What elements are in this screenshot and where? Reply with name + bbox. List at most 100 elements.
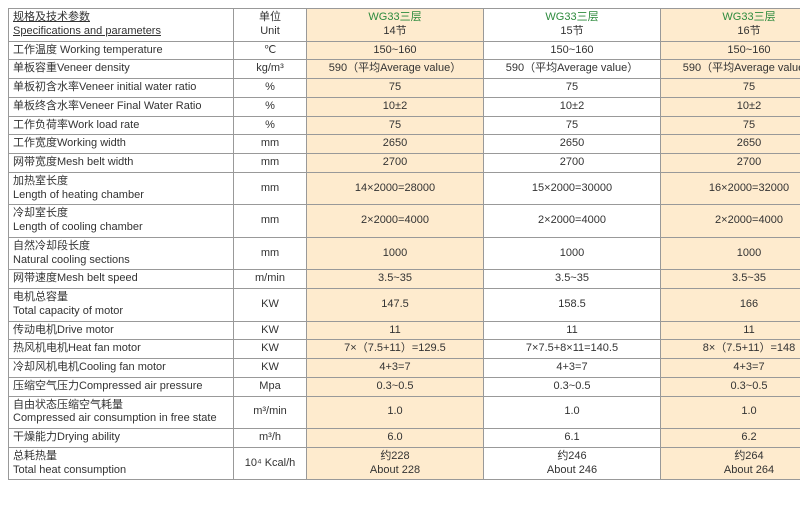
unit-cell: mm	[234, 237, 307, 270]
table-row: 工作宽度Working widthmm265026502650	[9, 135, 800, 154]
value-cell: 2700	[307, 154, 484, 173]
value-cell: 4+3=7	[484, 359, 661, 378]
spec-cell: 自由状态压缩空气耗量Compressed air consumption in …	[9, 396, 234, 429]
value-cell: 8×（7.5+11）=148	[661, 340, 800, 359]
header-unit: 单位Unit	[234, 9, 307, 42]
value-cell: 10±2	[307, 97, 484, 116]
value-cell: 150~160	[307, 41, 484, 60]
value-cell: 2650	[484, 135, 661, 154]
unit-cell: m³/h	[234, 429, 307, 448]
value-cell: 6.0	[307, 429, 484, 448]
table-row: 热风机电机Heat fan motorKW7×（7.5+11）=129.57×7…	[9, 340, 800, 359]
value-cell: 75	[307, 79, 484, 98]
table-row: 单板初含水率Veneer initial water ratio%757575	[9, 79, 800, 98]
value-cell: 15×2000=30000	[484, 172, 661, 205]
value-cell: 7×（7.5+11）=129.5	[307, 340, 484, 359]
value-cell: 2×2000=4000	[661, 205, 800, 238]
spec-cell: 网带宽度Mesh belt width	[9, 154, 234, 173]
unit-cell: mm	[234, 205, 307, 238]
value-cell: 约228About 228	[307, 447, 484, 480]
table-row: 单板容重Veneer densitykg/m³590（平均Average val…	[9, 60, 800, 79]
spec-cell: 加热室长度Length of heating chamber	[9, 172, 234, 205]
unit-cell: kg/m³	[234, 60, 307, 79]
table-body: 工作温度 Working temperature℃150~160150~1601…	[9, 41, 800, 480]
value-cell: 1.0	[484, 396, 661, 429]
table-row: 自然冷却段长度Natural cooling sectionsmm1000100…	[9, 237, 800, 270]
value-cell: 590（平均Average value）	[661, 60, 800, 79]
spec-cell: 压缩空气压力Compressed air pressure	[9, 377, 234, 396]
spec-cell: 单板初含水率Veneer initial water ratio	[9, 79, 234, 98]
value-cell: 75	[661, 116, 800, 135]
col-sub-1: 15节	[488, 25, 656, 39]
table-row: 压缩空气压力Compressed air pressureMpa0.3~0.50…	[9, 377, 800, 396]
table-row: 工作负荷率Work load rate%757575	[9, 116, 800, 135]
value-cell: 11	[484, 321, 661, 340]
value-cell: 158.5	[484, 289, 661, 322]
unit-cell: KW	[234, 321, 307, 340]
spec-cell: 单板容重Veneer density	[9, 60, 234, 79]
spec-cell: 自然冷却段长度Natural cooling sections	[9, 237, 234, 270]
value-cell: 10±2	[661, 97, 800, 116]
value-cell: 2700	[484, 154, 661, 173]
header-row: 规格及技术参数Specifications and parameters 单位U…	[9, 9, 800, 42]
spec-cell: 单板终含水率Veneer Final Water Ratio	[9, 97, 234, 116]
unit-cell: 10⁴ Kcal/h	[234, 447, 307, 480]
value-cell: 150~160	[661, 41, 800, 60]
unit-cell: Mpa	[234, 377, 307, 396]
spec-cell: 总耗热量Total heat consumption	[9, 447, 234, 480]
value-cell: 11	[661, 321, 800, 340]
spec-cell: 传动电机Drive motor	[9, 321, 234, 340]
table-row: 电机总容量Total capacity of motorKW147.5158.5…	[9, 289, 800, 322]
unit-cell: m³/min	[234, 396, 307, 429]
unit-cell: %	[234, 97, 307, 116]
value-cell: 1.0	[661, 396, 800, 429]
unit-cell: mm	[234, 154, 307, 173]
table-row: 工作温度 Working temperature℃150~160150~1601…	[9, 41, 800, 60]
value-cell: 75	[661, 79, 800, 98]
table-row: 单板终含水率Veneer Final Water Ratio%10±210±21…	[9, 97, 800, 116]
value-cell: 14×2000=28000	[307, 172, 484, 205]
value-cell: 10±2	[484, 97, 661, 116]
value-cell: 0.3~0.5	[307, 377, 484, 396]
value-cell: 147.5	[307, 289, 484, 322]
unit-cell: mm	[234, 135, 307, 154]
table-row: 加热室长度Length of heating chambermm14×2000=…	[9, 172, 800, 205]
spec-cell: 工作负荷率Work load rate	[9, 116, 234, 135]
unit-cell: KW	[234, 359, 307, 378]
value-cell: 75	[307, 116, 484, 135]
table-row: 网带速度Mesh belt speedm/min3.5~353.5~353.5~…	[9, 270, 800, 289]
value-cell: 2650	[307, 135, 484, 154]
value-cell: 150~160	[484, 41, 661, 60]
value-cell: 1000	[661, 237, 800, 270]
table-row: 冷却风机电机Cooling fan motorKW4+3=74+3=74+3=7	[9, 359, 800, 378]
unit-cell: KW	[234, 289, 307, 322]
value-cell: 4+3=7	[661, 359, 800, 378]
value-cell: 75	[484, 79, 661, 98]
value-cell: 166	[661, 289, 800, 322]
header-spec: 规格及技术参数Specifications and parameters	[9, 9, 234, 42]
header-col-1: WG33三层 15节	[484, 9, 661, 42]
col-sub-2: 16节	[665, 25, 800, 39]
value-cell: 6.2	[661, 429, 800, 448]
unit-cell: KW	[234, 340, 307, 359]
table-row: 网带宽度Mesh belt widthmm270027002700	[9, 154, 800, 173]
unit-cell: m/min	[234, 270, 307, 289]
value-cell: 2×2000=4000	[307, 205, 484, 238]
value-cell: 1000	[307, 237, 484, 270]
spec-cell: 干燥能力Drying ability	[9, 429, 234, 448]
col-title-2: WG33三层	[665, 11, 800, 25]
value-cell: 4+3=7	[307, 359, 484, 378]
value-cell: 590（平均Average value）	[307, 60, 484, 79]
table-row: 冷却室长度Length of cooling chambermm2×2000=4…	[9, 205, 800, 238]
value-cell: 75	[484, 116, 661, 135]
spec-cell: 冷却风机电机Cooling fan motor	[9, 359, 234, 378]
header-col-2: WG33三层 16节	[661, 9, 800, 42]
spec-cell: 工作温度 Working temperature	[9, 41, 234, 60]
table-row: 干燥能力Drying abilitym³/h6.06.16.2	[9, 429, 800, 448]
spec-cell: 工作宽度Working width	[9, 135, 234, 154]
spec-cell: 冷却室长度Length of cooling chamber	[9, 205, 234, 238]
value-cell: 1.0	[307, 396, 484, 429]
spec-cell: 网带速度Mesh belt speed	[9, 270, 234, 289]
value-cell: 2700	[661, 154, 800, 173]
col-sub-0: 14节	[311, 25, 479, 39]
